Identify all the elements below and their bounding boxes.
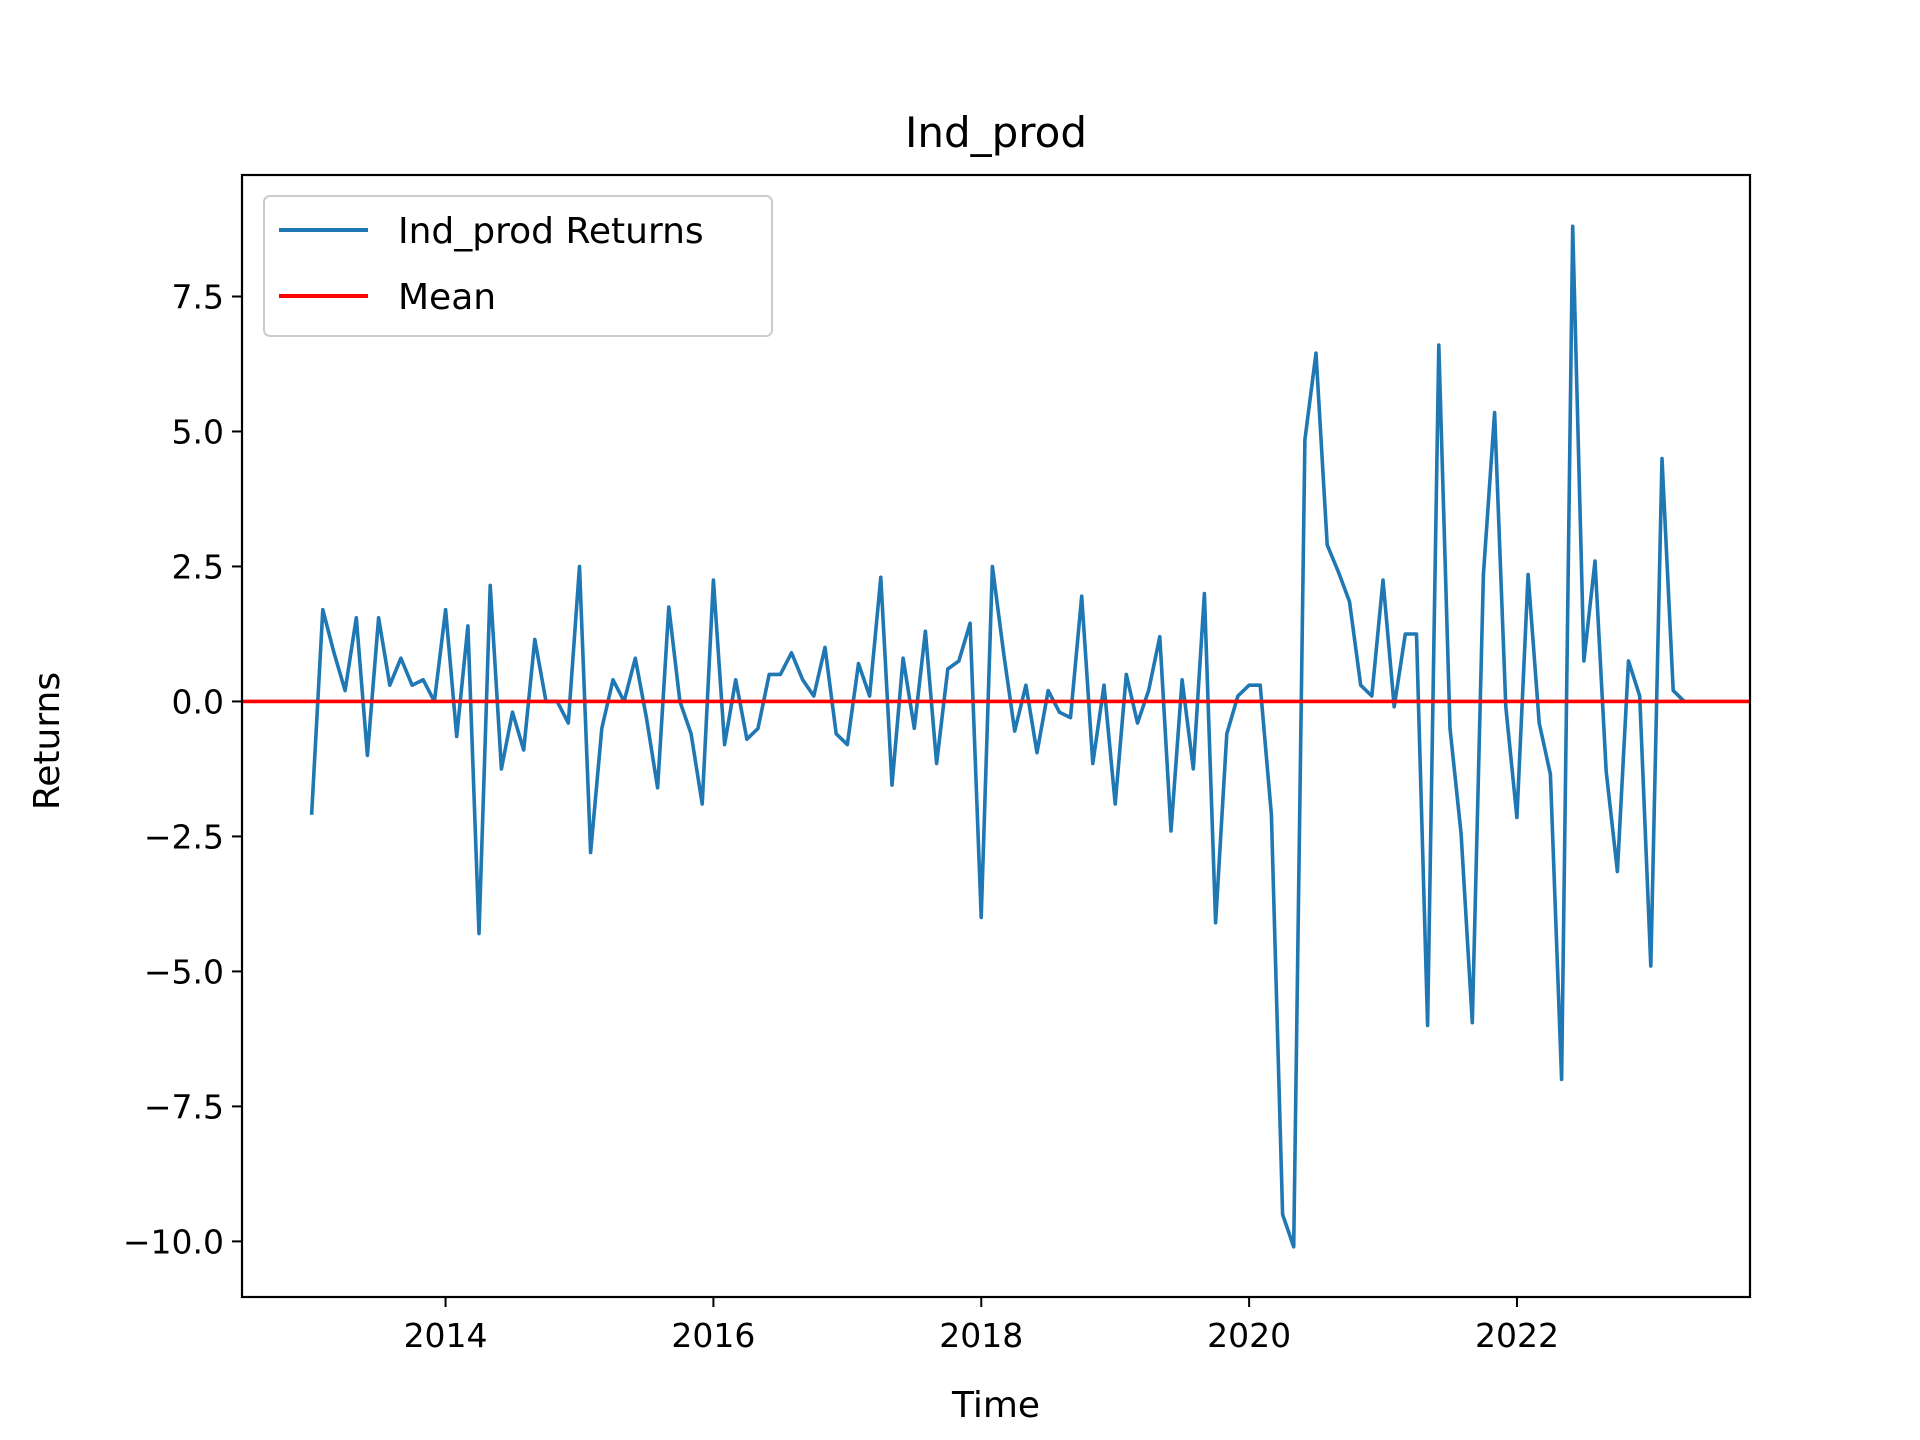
- legend-label-returns: Ind_prod Returns: [398, 211, 704, 252]
- y-tick-label: −2.5: [144, 817, 224, 856]
- legend-label-mean: Mean: [398, 277, 496, 318]
- y-tick-label: −5.0: [144, 952, 224, 991]
- x-tick-label: 2016: [671, 1316, 755, 1355]
- x-tick-label: 2022: [1475, 1316, 1559, 1355]
- y-tick-label: 0.0: [172, 682, 224, 721]
- y-axis-ticks: 7.5 5.0 2.5 0.0 −2.5 −5.0 −7.5 −10.0: [123, 277, 242, 1261]
- y-axis-label: Returns: [27, 672, 68, 810]
- x-axis-label: Time: [951, 1385, 1040, 1426]
- y-tick-label: 2.5: [172, 547, 224, 586]
- plot-layer: [242, 224, 1750, 1249]
- x-tick-label: 2018: [939, 1316, 1023, 1355]
- y-tick-label: −7.5: [144, 1087, 224, 1126]
- chart-title: Ind_prod: [905, 108, 1087, 157]
- y-tick-label: −10.0: [123, 1222, 224, 1261]
- x-axis-ticks: 2014 2016 2018 2020 2022: [404, 1297, 1559, 1355]
- x-tick-label: 2020: [1207, 1316, 1291, 1355]
- legend: Ind_prod Returns Mean: [263, 195, 773, 337]
- series-line-returns: [309, 224, 1686, 1249]
- y-tick-label: 7.5: [172, 277, 224, 316]
- plot-frame: [240, 173, 1752, 1299]
- y-tick-label: 5.0: [172, 412, 224, 451]
- legend-box: [263, 195, 773, 337]
- x-tick-label: 2014: [404, 1316, 488, 1355]
